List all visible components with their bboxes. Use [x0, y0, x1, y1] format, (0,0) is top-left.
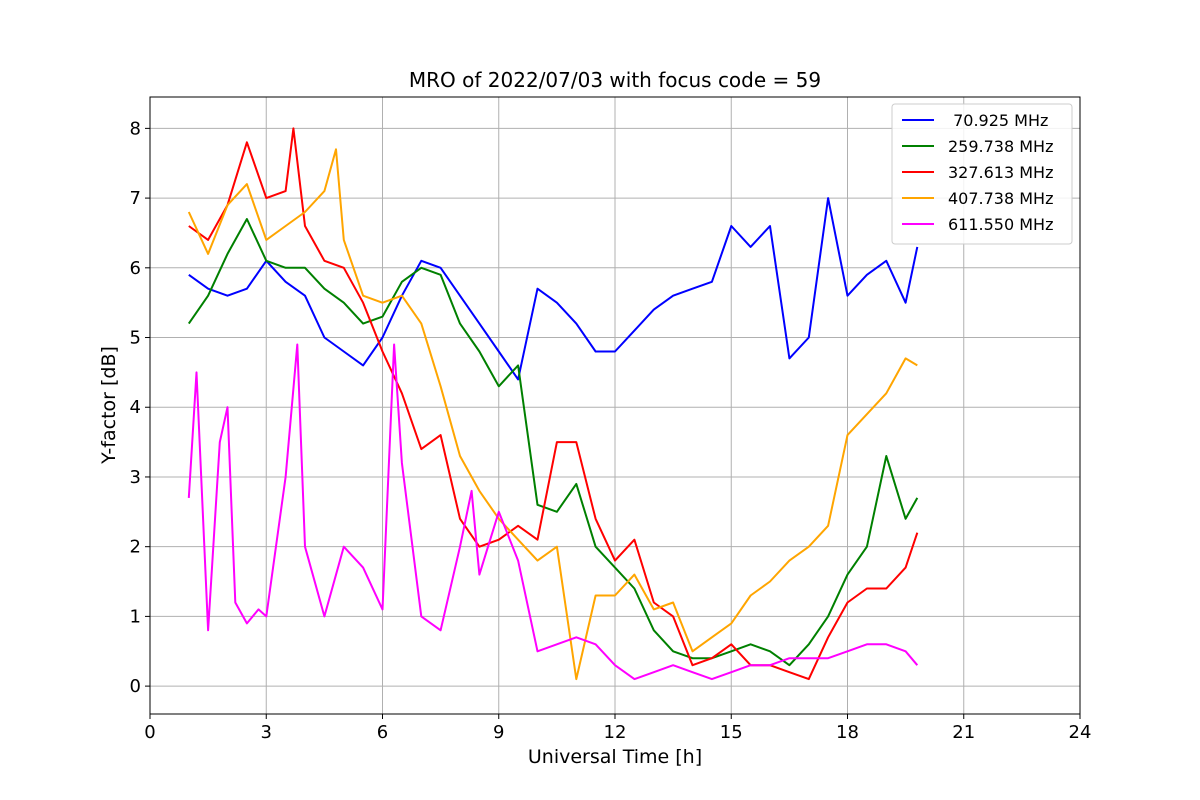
series-line-4: [187, 148, 918, 681]
x-tick-label: 12: [604, 722, 627, 743]
x-tick-label: 15: [720, 722, 743, 743]
series-lines: [187, 127, 919, 681]
legend-label: 327.613 MHz: [948, 163, 1053, 182]
x-tick-label: 21: [952, 722, 975, 743]
y-axis-ticks: 0 1 2 3 4 5 6 7 8: [130, 118, 150, 697]
chart-title: MRO of 2022/07/03 with focus code = 59: [409, 68, 821, 92]
legend-box: [891, 103, 1073, 245]
y-tick-label: 2: [130, 537, 141, 558]
x-tick-label: 9: [493, 722, 504, 743]
x-tick-label: 24: [1069, 722, 1092, 743]
series-line-5: [187, 343, 919, 681]
x-axis-label: Universal Time [h]: [528, 746, 702, 768]
legend-label: 70.925 MHz: [948, 111, 1048, 130]
series-line-2: [187, 218, 919, 667]
y-tick-label: 6: [130, 258, 141, 279]
x-tick-label: 6: [377, 722, 388, 743]
y-tick-label: 5: [130, 328, 141, 349]
y-tick-label: 1: [130, 606, 141, 627]
x-tick-label: 0: [144, 722, 155, 743]
x-axis-ticks: 0 3 6 9 12 15 18 21 24: [144, 714, 1091, 743]
y-tick-label: 0: [130, 676, 141, 697]
y-tick-label: 3: [130, 467, 141, 488]
y-axis-label: Y-factor [dB]: [98, 346, 120, 465]
legend-label: 611.550 MHz: [948, 215, 1053, 234]
x-tick-label: 18: [836, 722, 859, 743]
y-tick-label: 7: [130, 188, 141, 209]
series-line-1: [188, 197, 919, 381]
legend-label: 407.738 MHz: [948, 189, 1053, 208]
legend-label: 259.738 MHz: [948, 137, 1053, 156]
y-tick-label: 4: [130, 397, 141, 418]
series-line-3: [188, 127, 919, 681]
x-tick-label: 3: [261, 722, 272, 743]
legend: 70.925 MHz 259.738 MHz 327.613 MHz 407.738 …: [891, 103, 1073, 245]
y-tick-label: 8: [130, 118, 141, 139]
